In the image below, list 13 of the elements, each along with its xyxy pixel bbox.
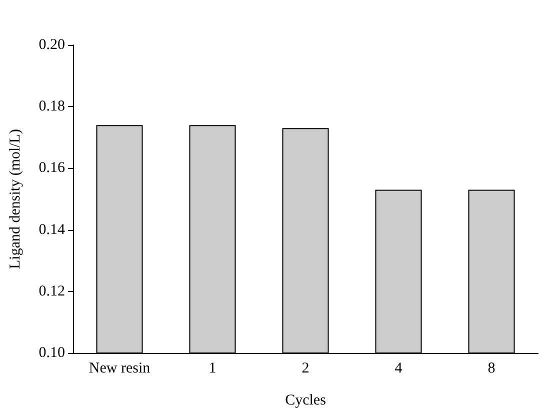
y-axis-title: Ligand density (mol/L) <box>8 129 24 269</box>
x-tick-label: 1 <box>208 360 216 376</box>
y-tick-label: 0.16 <box>38 160 66 176</box>
y-tick-label: 0.20 <box>38 37 65 53</box>
y-tick-label: 0.12 <box>38 283 65 300</box>
y-tick-label: 0.14 <box>38 222 66 238</box>
y-tick-label: 0.18 <box>38 98 65 115</box>
x-axis-title: Cycles <box>285 392 326 408</box>
x-tick-label: 4 <box>394 360 403 376</box>
y-tick-label: 0.10 <box>38 345 65 361</box>
x-tick-label: 8 <box>488 360 496 376</box>
x-tick-label: New resin <box>88 360 151 376</box>
x-tick-label: 2 <box>302 360 310 376</box>
